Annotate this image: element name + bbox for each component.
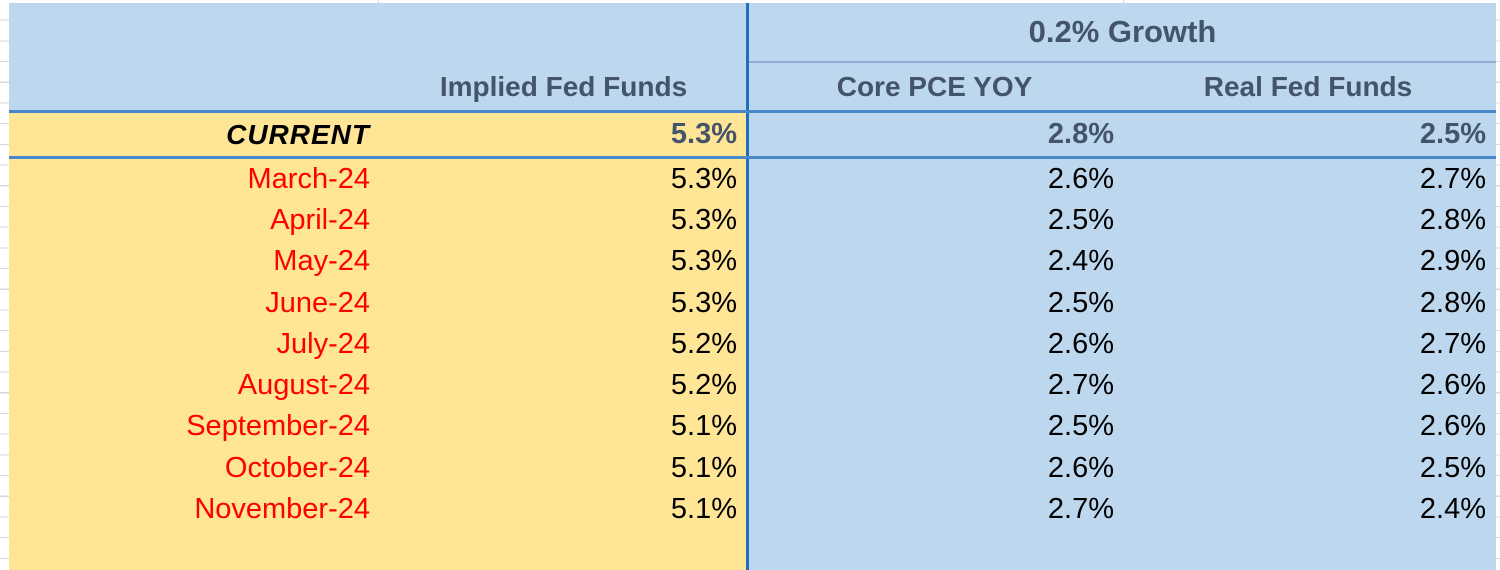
real-fed-funds-cell[interactable]: 2.6%	[1419, 369, 1486, 401]
core-pce-yoy-header[interactable]: Core PCE YOY	[836, 70, 1033, 102]
merged-header-cell-background	[9, 3, 747, 112]
month-cell[interactable]: May-24	[273, 245, 370, 277]
implied-fed-funds-cell[interactable]: 5.1%	[670, 493, 737, 525]
implied-fed-funds-cell[interactable]: 5.1%	[670, 452, 737, 484]
table-row: June-24 5.3% 2.5% 2.8%	[0, 283, 1500, 324]
current-row: CURRENT 5.3% 2.8% 2.5%	[0, 113, 1500, 156]
growth-scenario-header[interactable]: 0.2% Growth	[1028, 14, 1217, 49]
implied-fed-funds-cell[interactable]: 5.3%	[670, 163, 737, 195]
core-pce-cell[interactable]: 2.6%	[1047, 328, 1114, 360]
current-core-pce-cell[interactable]: 2.8%	[1047, 118, 1114, 150]
current-real-cell[interactable]: 2.5%	[1419, 118, 1486, 150]
real-fed-funds-cell[interactable]: 2.7%	[1419, 163, 1486, 195]
core-pce-cell[interactable]: 2.6%	[1047, 163, 1114, 195]
section-divider-line	[746, 3, 749, 570]
core-pce-cell[interactable]: 2.5%	[1047, 287, 1114, 319]
core-pce-cell[interactable]: 2.7%	[1047, 493, 1114, 525]
month-cell[interactable]: August-24	[237, 369, 370, 401]
implied-fed-funds-cell[interactable]: 5.3%	[670, 204, 737, 236]
implied-fed-funds-cell[interactable]: 5.3%	[670, 287, 737, 319]
current-implied-cell[interactable]: 5.3%	[670, 118, 737, 150]
implied-fed-funds-cell[interactable]: 5.2%	[670, 369, 737, 401]
current-row-top-border	[9, 110, 1496, 113]
table-row: July-24 5.2% 2.6% 2.7%	[0, 324, 1500, 365]
core-pce-cell[interactable]: 2.6%	[1047, 452, 1114, 484]
table-row: April-24 5.3% 2.5% 2.8%	[0, 200, 1500, 241]
core-pce-cell[interactable]: 2.7%	[1047, 369, 1114, 401]
month-cell[interactable]: July-24	[276, 328, 371, 360]
sheet-gridline-margin-right	[1496, 0, 1500, 570]
real-fed-funds-cell[interactable]: 2.8%	[1419, 204, 1486, 236]
current-row-bottom-border	[9, 156, 1496, 159]
column-header-row: Implied Fed Funds Core PCE YOY Real Fed …	[0, 63, 1500, 110]
real-fed-funds-header[interactable]: Real Fed Funds	[1203, 70, 1413, 102]
growth-section-background	[747, 3, 1496, 570]
sheet-gridline-margin-left	[0, 0, 9, 570]
current-label-cell[interactable]: CURRENT	[226, 118, 370, 150]
implied-fed-funds-header[interactable]: Implied Fed Funds	[439, 70, 688, 102]
real-fed-funds-cell[interactable]: 2.9%	[1419, 245, 1486, 277]
month-cell[interactable]: October-24	[224, 452, 370, 484]
core-pce-cell[interactable]: 2.5%	[1047, 204, 1114, 236]
implied-fed-funds-cell[interactable]: 5.3%	[670, 245, 737, 277]
implied-fed-funds-cell[interactable]: 5.2%	[670, 328, 737, 360]
implied-fed-funds-cell[interactable]: 5.1%	[670, 410, 737, 442]
month-cell[interactable]: April-24	[270, 204, 370, 236]
table-row: March-24 5.3% 2.6% 2.7%	[0, 159, 1500, 200]
month-cell[interactable]: March-24	[247, 163, 371, 195]
real-fed-funds-cell[interactable]: 2.4%	[1419, 493, 1486, 525]
core-pce-cell[interactable]: 2.4%	[1047, 245, 1114, 277]
real-fed-funds-cell[interactable]: 2.6%	[1419, 410, 1486, 442]
month-cell[interactable]: November-24	[194, 493, 370, 525]
table-row: August-24 5.2% 2.7% 2.6%	[0, 365, 1500, 406]
growth-header-underline	[749, 61, 1496, 63]
gridline-tick	[1123, 0, 1124, 3]
month-cell[interactable]: September-24	[186, 410, 370, 442]
real-fed-funds-cell[interactable]: 2.7%	[1419, 328, 1486, 360]
gridline-tick	[378, 0, 379, 3]
fed-funds-section-background	[9, 112, 747, 570]
table-row: May-24 5.3% 2.4% 2.9%	[0, 241, 1500, 282]
table-row: September-24 5.1% 2.5% 2.6%	[0, 406, 1500, 447]
table-row: October-24 5.1% 2.6% 2.5%	[0, 448, 1500, 489]
core-pce-cell[interactable]: 2.5%	[1047, 410, 1114, 442]
real-fed-funds-cell[interactable]: 2.5%	[1419, 452, 1486, 484]
real-fed-funds-cell[interactable]: 2.8%	[1419, 287, 1486, 319]
month-cell[interactable]: June-24	[265, 287, 370, 319]
table-row: November-24 5.1% 2.7% 2.4%	[0, 489, 1500, 530]
sheet-gridline-margin-top	[9, 0, 1496, 3]
